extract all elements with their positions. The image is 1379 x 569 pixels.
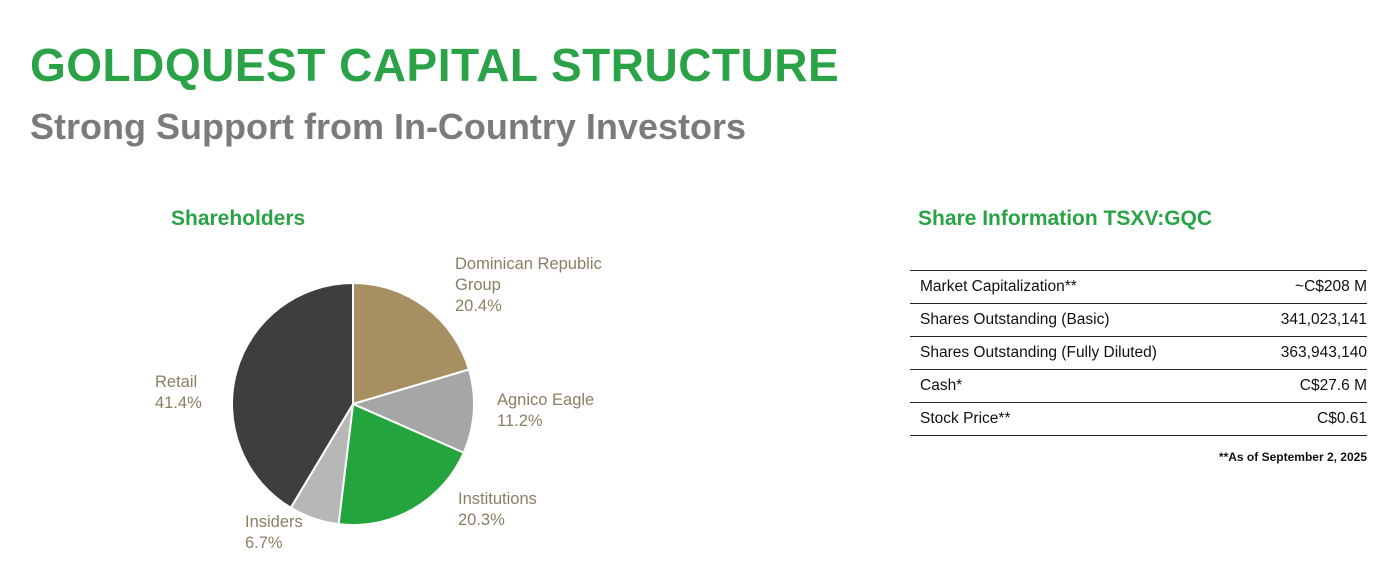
pie-label-text: Institutions: [458, 490, 537, 508]
pie-label-agnico-eagle: Agnico Eagle 11.2%: [497, 390, 647, 432]
pie-chart-svg: [231, 282, 475, 526]
pie-label-percent: 41.4%: [155, 394, 202, 413]
pie-slice-dominican-republic-group: [352, 282, 470, 405]
table-row: Market Capitalization** ~C$208 M: [910, 271, 1367, 304]
table-row-label: Shares Outstanding (Basic): [920, 311, 1110, 328]
pie-slice-institutions: [337, 403, 465, 526]
table-row: Stock Price** C$0.61: [910, 403, 1367, 436]
table-row: Shares Outstanding (Fully Diluted) 363,9…: [910, 337, 1367, 370]
pie-label-retail: Retail 41.4%: [155, 372, 255, 414]
pie-chart-title: Shareholders: [171, 207, 306, 230]
table-row: Cash* C$27.6 M: [910, 370, 1367, 403]
pie-label-text: Retail: [155, 373, 198, 391]
table-row-label: Stock Price**: [920, 410, 1011, 427]
share-info-heading: Share Information TSXV:GQC: [918, 207, 1213, 230]
table-row-value: 363,943,140: [1280, 344, 1367, 361]
table-row-value: C$27.6 M: [1299, 377, 1367, 394]
table-row: Shares Outstanding (Basic) 341,023,141: [910, 304, 1367, 337]
pie-label-text: Dominican Republic Group: [455, 255, 602, 295]
table-footnote: **As of September 2, 2025: [1218, 450, 1367, 464]
pie-label-institutions: Institutions 20.3%: [458, 489, 608, 531]
pie-label-insiders: Insiders 6.7%: [245, 512, 355, 554]
table-row-value: C$0.61: [1317, 410, 1367, 427]
page-title: GOLDQUEST CAPITAL STRUCTURE: [30, 39, 840, 91]
table-row-label: Market Capitalization**: [920, 278, 1077, 295]
table-row-value: ~C$208 M: [1295, 278, 1367, 295]
page-subtitle: Strong Support from In-Country Investors: [30, 106, 746, 147]
pie-slice-agnico-eagle: [352, 368, 475, 454]
pie-label-percent: 6.7%: [245, 534, 283, 553]
pie-label-percent: 20.4%: [455, 297, 502, 316]
pie-label-percent: 20.3%: [458, 511, 505, 530]
table-row-label: Cash*: [920, 377, 963, 394]
pie-chart: [228, 279, 478, 529]
pie-label-percent: 11.2%: [497, 412, 543, 431]
pie-label-dominican-republic-group: Dominican Republic Group 20.4%: [455, 254, 640, 317]
table-row-label: Shares Outstanding (Fully Diluted): [920, 344, 1157, 361]
pie-label-text: Agnico Eagle: [497, 391, 595, 409]
pie-label-text: Insiders: [245, 513, 303, 531]
table-row-value: 341,023,141: [1280, 311, 1367, 328]
pie-slice-retail: [231, 282, 354, 509]
share-info-table: Market Capitalization** ~C$208 M Shares …: [910, 270, 1367, 436]
